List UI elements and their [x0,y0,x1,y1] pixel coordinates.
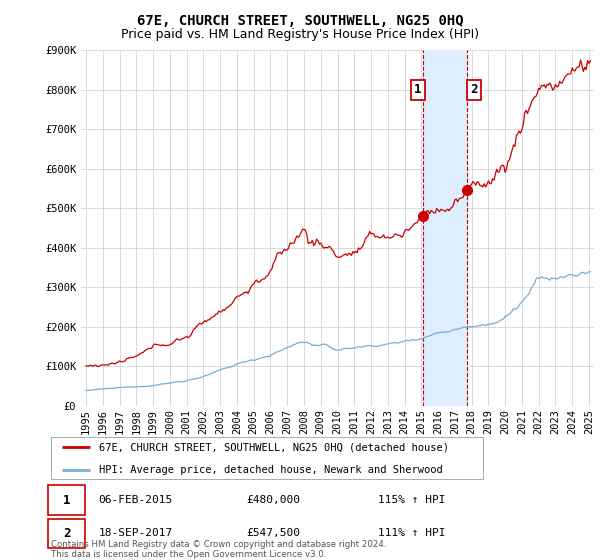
FancyBboxPatch shape [49,486,85,515]
Text: HPI: Average price, detached house, Newark and Sherwood: HPI: Average price, detached house, Newa… [98,465,442,474]
Text: 2: 2 [470,83,478,96]
FancyBboxPatch shape [49,519,85,548]
Text: 67E, CHURCH STREET, SOUTHWELL, NG25 0HQ (detached house): 67E, CHURCH STREET, SOUTHWELL, NG25 0HQ … [98,442,449,452]
Bar [423,50,467,406]
Text: 67E, CHURCH STREET, SOUTHWELL, NG25 0HQ: 67E, CHURCH STREET, SOUTHWELL, NG25 0HQ [137,14,463,28]
Text: Contains HM Land Registry data © Crown copyright and database right 2024.
This d: Contains HM Land Registry data © Crown c… [51,540,386,559]
Text: £547,500: £547,500 [247,529,301,538]
Text: 2: 2 [63,527,71,540]
Text: 18-SEP-2017: 18-SEP-2017 [98,529,173,538]
Text: 06-FEB-2015: 06-FEB-2015 [98,495,173,505]
Text: 1: 1 [414,83,422,96]
Text: 1: 1 [63,493,71,507]
Text: 115% ↑ HPI: 115% ↑ HPI [379,495,446,505]
Text: £480,000: £480,000 [247,495,301,505]
Text: Price paid vs. HM Land Registry's House Price Index (HPI): Price paid vs. HM Land Registry's House … [121,28,479,41]
Text: 111% ↑ HPI: 111% ↑ HPI [379,529,446,538]
